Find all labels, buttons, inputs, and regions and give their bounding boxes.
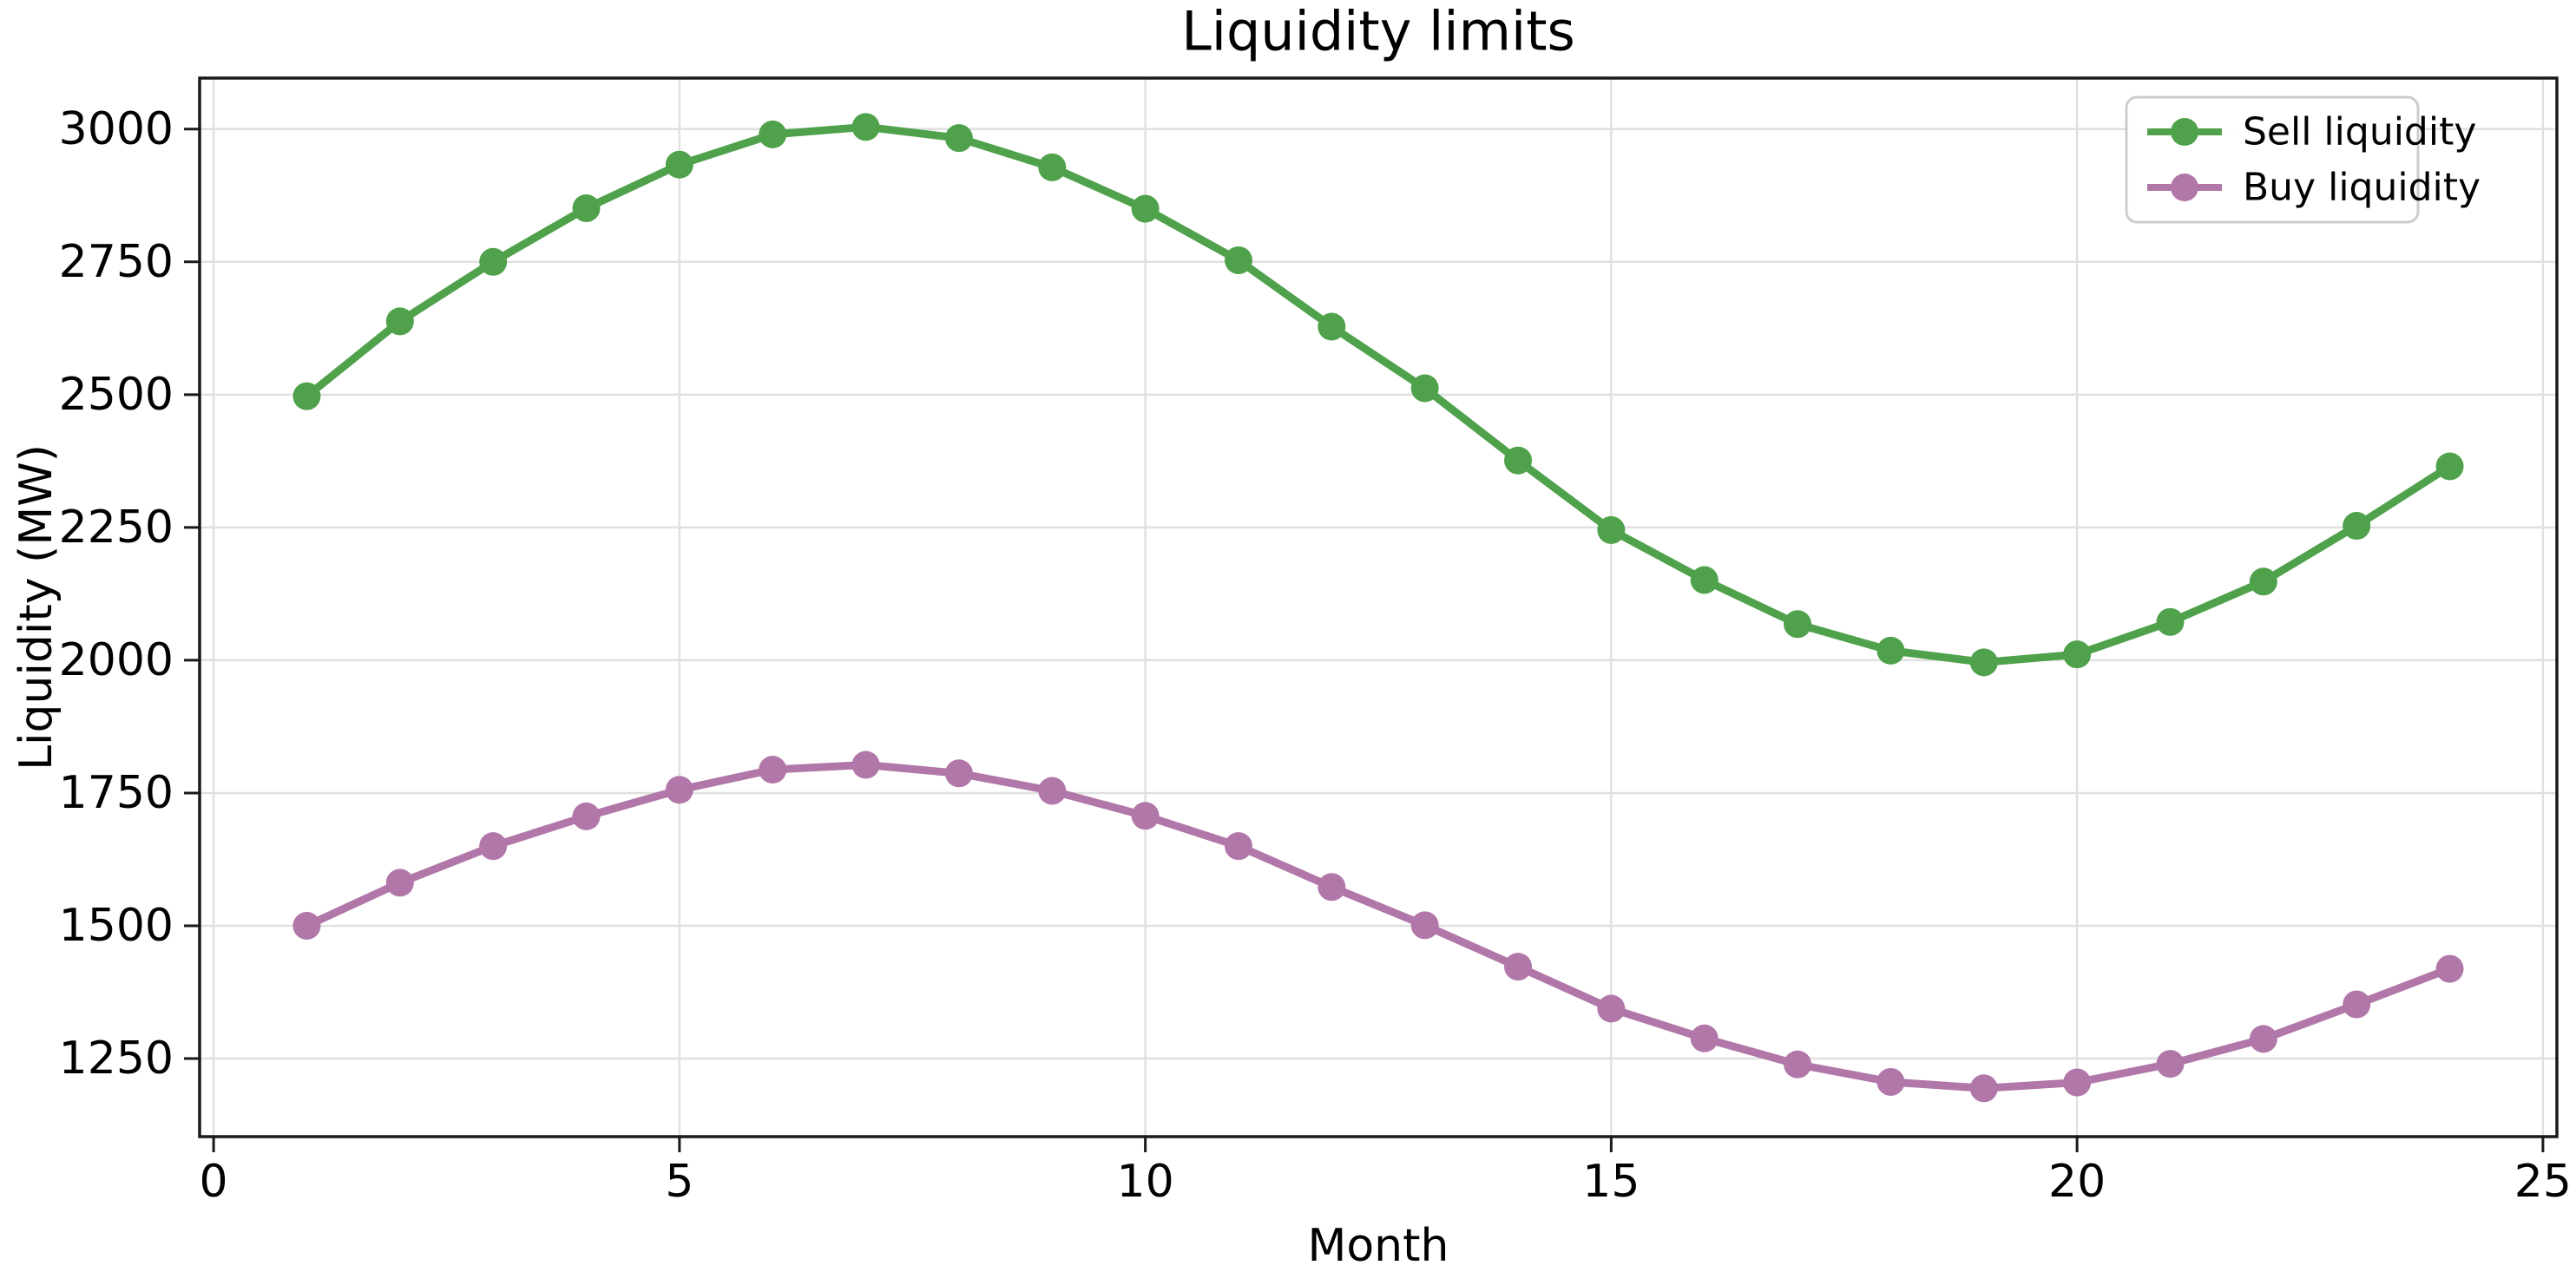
x-tick-label: 20	[2048, 1156, 2106, 1208]
buy-data-point	[1131, 802, 1160, 830]
x-tick-label: 25	[2514, 1156, 2572, 1208]
sell-data-point	[385, 307, 414, 336]
sell-marker-icon	[2171, 118, 2198, 146]
buy-data-point	[1969, 1074, 1998, 1103]
x-tick-label: 5	[665, 1156, 693, 1208]
buy-data-point	[479, 832, 508, 861]
tick-labels: 0 5 10 15 20 25 1250 1500 1750 2000 2250 2500 2750 30…	[59, 103, 2572, 1208]
buy-data-point	[292, 911, 321, 940]
buy-data-point	[2435, 954, 2464, 983]
buy-data-point	[944, 759, 973, 788]
legend-item-sell: Sell liquidity	[2147, 110, 2476, 154]
sell-data-point	[1038, 153, 1067, 181]
sell-data-point	[2435, 452, 2464, 481]
sell-data-point	[665, 150, 693, 179]
buy-data-point	[1597, 994, 1626, 1023]
y-tick-label: 1250	[59, 1033, 174, 1085]
buy-data-point	[385, 869, 414, 897]
buy-marker-icon	[2171, 174, 2198, 201]
buy-data-point	[665, 776, 693, 804]
buy-data-point	[2156, 1050, 2185, 1079]
y-tick-label: 2000	[59, 634, 174, 686]
sell-data-point	[1784, 610, 1812, 639]
x-tick-label: 10	[1117, 1156, 1174, 1208]
sell-data-point	[1597, 515, 1626, 544]
y-tick-label: 3000	[59, 103, 174, 155]
buy-data-point	[1410, 911, 1439, 940]
axes-spines	[198, 76, 2559, 1138]
buy-data-point	[1038, 777, 1067, 805]
sell-data-point	[479, 247, 508, 276]
sell-data-point	[2249, 567, 2277, 596]
buy-data-point	[2063, 1068, 2092, 1097]
y-axis-label: Liquidity (MW)	[10, 444, 62, 770]
y-tick-label: 2500	[59, 369, 174, 421]
sell-data-point	[1876, 636, 1905, 665]
buy-data-point	[1876, 1067, 1905, 1096]
sell-data-point	[944, 124, 973, 153]
sell-data-point	[2343, 512, 2371, 541]
sell-data-point	[292, 382, 321, 410]
buy-data-point	[2249, 1025, 2277, 1053]
y-tick-label: 2250	[59, 502, 174, 554]
legend-label-buy: Buy liquidity	[2243, 166, 2481, 210]
buy-data-point	[1224, 832, 1252, 861]
buy-line	[302, 761, 2454, 1092]
buy-data-point	[1784, 1050, 1812, 1079]
data-series	[292, 113, 2464, 1103]
sell-data-point	[1504, 446, 1533, 475]
buy-data-point	[1690, 1024, 1718, 1052]
legend-item-buy: Buy liquidity	[2147, 166, 2481, 210]
legend: Sell liquidity Buy liquidity	[2125, 95, 2481, 224]
sell-data-point	[1131, 194, 1160, 223]
legend-label-sell: Sell liquidity	[2243, 110, 2476, 154]
sell-data-point	[1690, 566, 1718, 594]
plot-frame	[198, 76, 2559, 1138]
x-tick-label: 0	[200, 1156, 228, 1208]
x-tick-label: 15	[1582, 1156, 1640, 1208]
buy-data-point	[851, 751, 880, 779]
sell-data-point	[851, 113, 880, 141]
y-tick-label: 2750	[59, 236, 174, 288]
chart-title: Liquidity limits	[1181, 0, 1575, 63]
y-tick-label: 1500	[59, 900, 174, 952]
sell-data-point	[1224, 246, 1252, 274]
sell-data-point	[1969, 648, 1998, 677]
buy-data-point	[572, 802, 601, 830]
sell-data-point	[2156, 607, 2185, 636]
sell-data-point	[2063, 640, 2092, 669]
sell-data-point	[759, 120, 787, 148]
buy-data-point	[2343, 990, 2371, 1019]
y-tick-label: 1750	[59, 767, 174, 819]
sell-data-point	[572, 193, 601, 222]
sell-data-point	[1318, 312, 1346, 341]
buy-data-point	[759, 756, 787, 784]
buy-data-point	[1318, 873, 1346, 902]
sell-data-point	[1410, 374, 1439, 403]
buy-data-point	[1504, 953, 1533, 981]
sell-line	[302, 122, 2454, 666]
x-axis-label: Month	[1308, 1220, 1449, 1272]
